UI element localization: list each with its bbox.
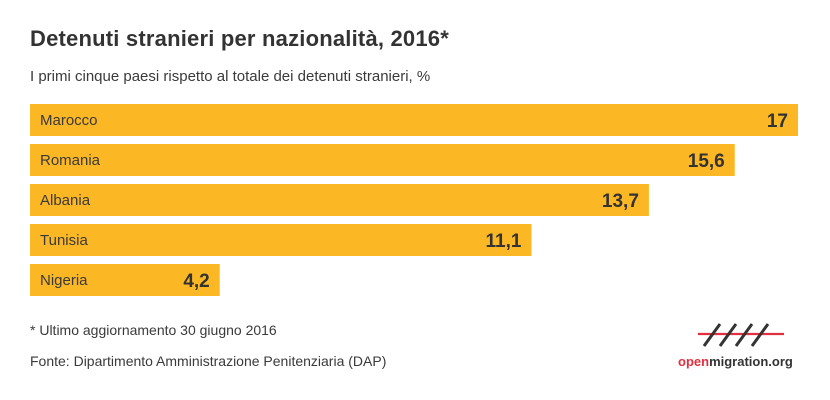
value-label: 15,6 <box>688 151 725 172</box>
category-label: Marocco <box>40 112 98 129</box>
bar-albania <box>30 184 649 216</box>
category-label: Tunisia <box>40 232 88 249</box>
value-label: 11,1 <box>486 231 522 252</box>
bar-nigeria <box>30 264 220 296</box>
category-label: Romania <box>40 152 101 169</box>
category-label: Nigeria <box>40 272 88 289</box>
logo-text-rest: migration.org <box>709 354 793 369</box>
chart-subtitle: I primi cinque paesi rispetto al totale … <box>30 68 431 85</box>
logo-mark-icon <box>698 323 784 347</box>
value-label: 4,2 <box>183 271 209 292</box>
openmigration-logo: openmigration.org <box>678 318 808 374</box>
value-label: 13,7 <box>602 191 639 212</box>
logo-text-accent: open <box>678 354 710 369</box>
bar-marocco <box>30 104 798 136</box>
chart-title: Detenuti stranieri per nazionalità, 2016… <box>30 26 450 51</box>
bar-tunisia <box>30 224 532 256</box>
category-label: Albania <box>40 192 91 209</box>
value-label: 17 <box>767 111 788 132</box>
bar-romania <box>30 144 735 176</box>
source-note: Fonte: Dipartimento Amministrazione Peni… <box>30 353 387 369</box>
footnote: * Ultimo aggiornamento 30 giugno 2016 <box>30 322 277 338</box>
logo-text: openmigration.org <box>678 354 793 369</box>
